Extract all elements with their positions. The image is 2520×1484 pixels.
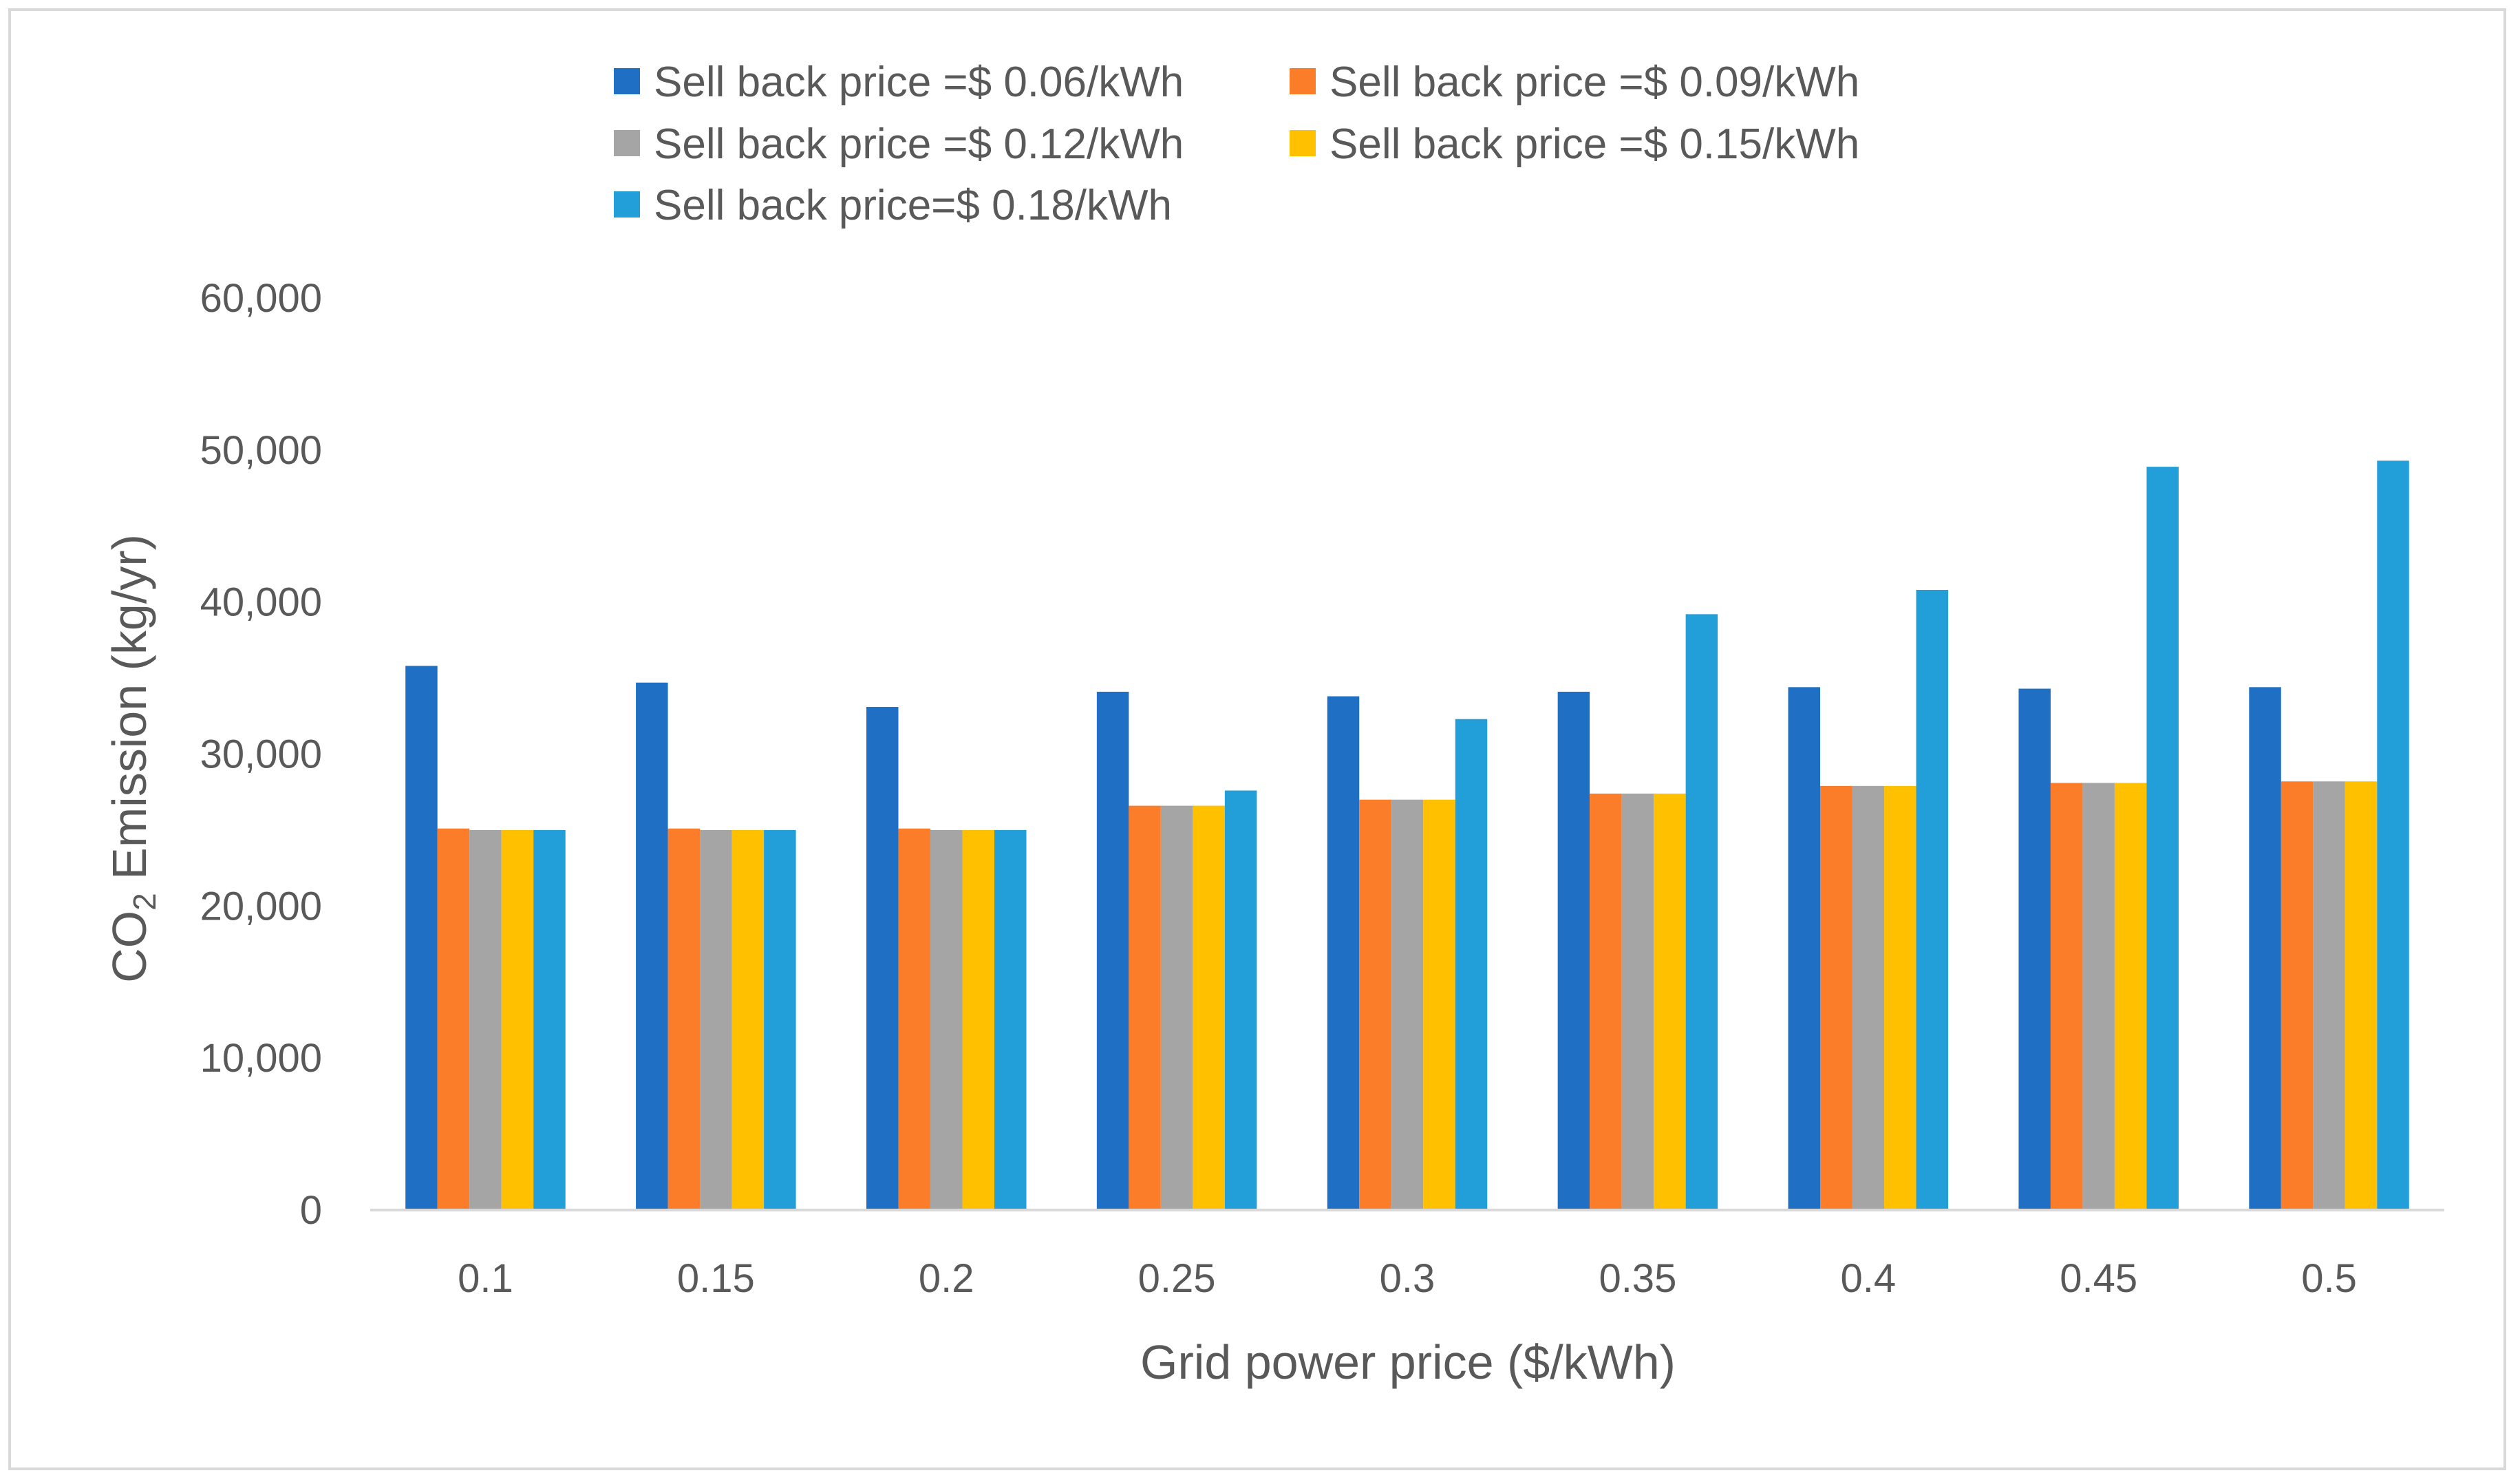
bar-1-cat-0.45 (2018, 688, 2051, 1210)
bar-2-cat-0.1 (437, 828, 470, 1210)
legend-label: Sell back price =$ 0.12/kWh (654, 120, 1184, 168)
bar-5-cat-0.15 (764, 829, 796, 1210)
legend-label: Sell back price =$ 0.15/kWh (1330, 120, 1859, 168)
bar-3-cat-0.2 (930, 829, 963, 1210)
bar-2-cat-0.25 (1129, 805, 1161, 1210)
y-axis-title-subscript: 2 (127, 893, 162, 911)
bar-1-cat-0.3 (1327, 696, 1360, 1210)
bar-2-cat-0.15 (668, 828, 701, 1210)
bar-2-cat-0.2 (898, 828, 930, 1210)
y-tick-label: 30,000 (200, 732, 322, 777)
legend-item: Sell back price =$ 0.15/kWh (1290, 120, 1859, 168)
bar-1-cat-0.1 (405, 666, 438, 1210)
bar-5-cat-0.4 (1916, 590, 1949, 1210)
legend-swatch (614, 191, 640, 218)
x-tick-label: 0.5 (2301, 1256, 2357, 1301)
bar-4-cat-0.1 (501, 829, 534, 1210)
bar-2-cat-0.35 (1590, 793, 1622, 1210)
bar-3-cat-0.15 (700, 829, 732, 1210)
legend-label: Sell back price=$ 0.18/kWh (654, 182, 1172, 229)
x-tick-label: 0.35 (1599, 1256, 1676, 1301)
bar-1-cat-0.15 (636, 682, 668, 1210)
bar-5-cat-0.2 (994, 829, 1027, 1210)
y-axis-title-rest: Emission (kg/yr) (103, 534, 156, 893)
legend-swatch (614, 68, 640, 94)
bar-3-cat-0.35 (1621, 793, 1654, 1210)
bar-1-cat-0.5 (2249, 687, 2281, 1210)
y-tick-label: 10,000 (200, 1036, 322, 1081)
legend-label: Sell back price =$ 0.09/kWh (1330, 59, 1859, 106)
x-axis-title: Grid power price ($/kWh) (1140, 1335, 1676, 1389)
bar-1-cat-0.4 (1788, 687, 1821, 1210)
bar-4-cat-0.2 (962, 829, 994, 1210)
y-tick-label: 20,000 (200, 884, 322, 929)
legend-swatch (1290, 68, 1316, 94)
legend-item: Sell back price =$ 0.12/kWh (614, 120, 1184, 168)
bar-4-cat-0.5 (2345, 781, 2378, 1210)
bar-4-cat-0.25 (1193, 805, 1225, 1210)
y-tick-label: 40,000 (200, 580, 322, 625)
x-tick-label: 0.45 (2060, 1256, 2137, 1301)
bar-1-cat-0.25 (1096, 691, 1129, 1210)
y-tick-label: 50,000 (200, 428, 322, 473)
bar-2-cat-0.45 (2050, 783, 2083, 1210)
y-axis-ticks: 0 10,000 20,000 30,000 40,000 50,000 60,000 (200, 276, 322, 1233)
bar-5-cat-0.25 (1224, 790, 1257, 1210)
bar-5-cat-0.1 (533, 829, 566, 1210)
legend-swatch (614, 130, 640, 156)
bar-4-cat-0.15 (732, 829, 765, 1210)
bar-2-cat-0.5 (2281, 781, 2314, 1210)
legend: Sell back price =$ 0.06/kWh Sell back pri… (614, 59, 1859, 229)
legend-label: Sell back price =$ 0.06/kWh (654, 59, 1184, 106)
x-tick-label: 0.15 (677, 1256, 755, 1301)
bars (405, 460, 2409, 1211)
legend-swatch (1290, 130, 1316, 156)
bar-4-cat-0.45 (2114, 783, 2147, 1210)
x-tick-label: 0.3 (1380, 1256, 1435, 1301)
bar-5-cat-0.35 (1685, 614, 1718, 1210)
bar-3-cat-0.1 (469, 829, 502, 1210)
bar-5-cat-0.3 (1455, 719, 1488, 1210)
bar-2-cat-0.4 (1820, 785, 1852, 1211)
bar-4-cat-0.3 (1423, 799, 1455, 1210)
bar-1-cat-0.35 (1557, 691, 1590, 1210)
bar-2-cat-0.3 (1359, 799, 1391, 1210)
y-tick-label: 60,000 (200, 276, 322, 321)
y-tick-label: 0 (300, 1188, 322, 1233)
bar-1-cat-0.2 (866, 707, 899, 1210)
bar-5-cat-0.5 (2377, 460, 2409, 1210)
bar-3-cat-0.3 (1391, 799, 1424, 1210)
y-axis-title: CO2 Emission (kg/yr) (103, 534, 162, 983)
x-tick-label: 0.25 (1138, 1256, 1216, 1301)
legend-item: Sell back price =$ 0.06/kWh (614, 59, 1184, 106)
legend-item: Sell back price=$ 0.18/kWh (614, 182, 1172, 229)
bar-3-cat-0.5 (2313, 781, 2345, 1210)
bar-4-cat-0.35 (1654, 793, 1686, 1210)
bar-4-cat-0.4 (1884, 785, 1916, 1211)
legend-item: Sell back price =$ 0.09/kWh (1290, 59, 1859, 106)
y-axis-title-main: CO (103, 911, 156, 983)
x-tick-label: 0.1 (458, 1256, 513, 1301)
bar-3-cat-0.45 (2082, 783, 2115, 1210)
bar-3-cat-0.4 (1852, 785, 1885, 1211)
x-tick-label: 0.2 (919, 1256, 974, 1301)
bar-5-cat-0.45 (2146, 467, 2179, 1211)
x-tick-label: 0.4 (1840, 1256, 1896, 1301)
bar-3-cat-0.25 (1160, 805, 1193, 1210)
x-axis-ticks: 0.1 0.15 0.2 0.25 0.3 0.35 0.4 0.45 0.5 (458, 1256, 2357, 1301)
